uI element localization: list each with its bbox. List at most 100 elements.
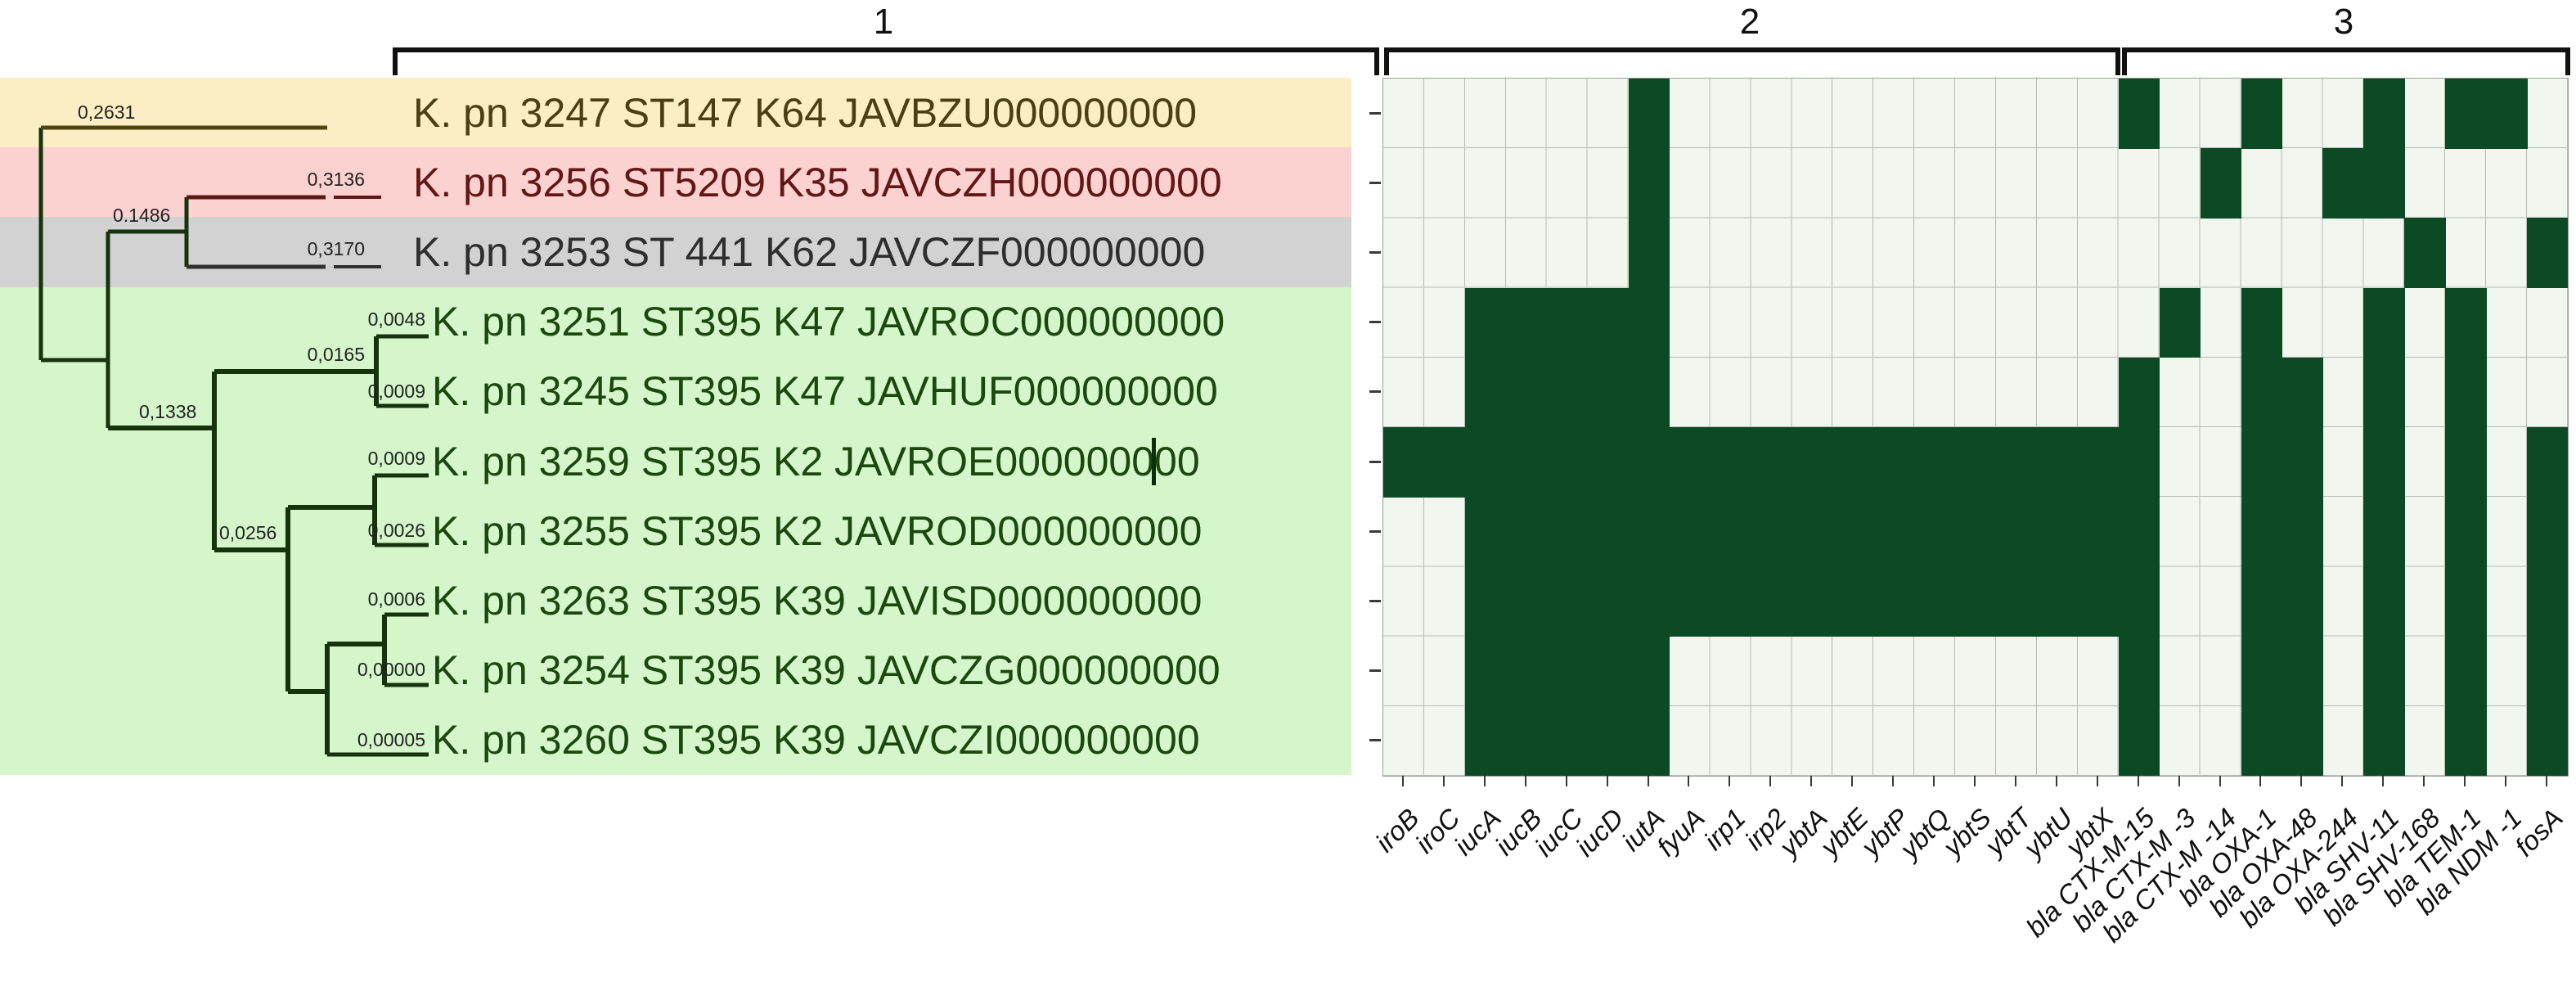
row-tick [1369, 739, 1381, 742]
heatmap-cell [1710, 497, 1751, 567]
branch-length-label: 0,3170 [307, 238, 365, 259]
column-tick [2300, 776, 2303, 786]
heatmap-cell [1587, 705, 1630, 777]
heatmap-cell [1464, 705, 1507, 777]
column-tick [2505, 776, 2507, 786]
strain-row-band [0, 565, 1351, 637]
heatmap-cell [2445, 566, 2487, 637]
heatmap-cell [1464, 636, 1507, 707]
heatmap-cell [1710, 427, 1751, 498]
heatmap-cell [1832, 566, 1874, 637]
heatmap-cell [2241, 705, 2282, 777]
heatmap-cell [2118, 705, 2160, 777]
heatmap-cell [1914, 566, 1956, 637]
heatmap-cell [2527, 636, 2569, 707]
heatmap-cell [2282, 566, 2323, 637]
heatmap-cell [1546, 636, 1589, 707]
row-tick [1369, 111, 1381, 115]
bracket-label: 1 [873, 2, 894, 42]
heatmap-cell [2241, 566, 2282, 637]
column-tick [2014, 776, 2016, 786]
column-tick [1483, 776, 1486, 786]
branch-length-label: 0,00000 [357, 659, 425, 680]
strain-row-band [0, 147, 1351, 218]
heatmap-cell [1628, 79, 1670, 149]
heatmap-cell [1792, 566, 1833, 637]
heatmap-cell [2363, 566, 2405, 637]
heatmap-cell [2404, 218, 2446, 289]
heatmap-cell [1669, 427, 1711, 498]
heatmap-cell [2077, 566, 2120, 637]
heatmap-cell [2241, 79, 2282, 149]
row-tick [1369, 529, 1381, 533]
heatmap-cell [1464, 287, 1507, 358]
heatmap-cell [1505, 287, 1548, 358]
column-tick [1647, 776, 1649, 786]
heatmap-cell [2363, 79, 2405, 149]
branch-length-label: 0,0048 [367, 309, 425, 330]
heatmap-cell [2282, 636, 2323, 707]
heatmap-cell [1423, 427, 1466, 498]
row-tick [1369, 181, 1381, 184]
heatmap-cell [1628, 357, 1670, 428]
row-tick [1369, 251, 1381, 254]
heatmap-cell [1995, 427, 2038, 498]
column-tick [2382, 776, 2385, 786]
heatmap-cell [2527, 427, 2569, 498]
column-tick [1524, 776, 1526, 786]
branch-length-label: 0,0165 [307, 344, 365, 365]
heatmap-cell [1505, 636, 1548, 707]
heatmap-cell [2363, 636, 2405, 707]
column-tick [2259, 776, 2262, 786]
text-cursor-artifact [1152, 437, 1156, 485]
column-tick [2178, 776, 2180, 786]
bracket-bar [1384, 47, 2115, 52]
heatmap-cell [2118, 636, 2160, 707]
column-tick [2423, 776, 2425, 786]
heatmap-cell [1955, 566, 1997, 637]
strain-row-band [0, 78, 1351, 148]
heatmap-cell [2077, 497, 2120, 567]
strain-label: K. pn 3255 ST395 K2 JAVROD000000000 [432, 507, 1203, 554]
heatmap-cell [2363, 427, 2405, 498]
heatmap-cell [1710, 566, 1751, 637]
bracket-label: 3 [2333, 2, 2354, 42]
heatmap-cell [1628, 148, 1670, 218]
heatmap-cell [1587, 497, 1630, 567]
heatmap-cell [2118, 79, 2160, 149]
heatmap-cell [1464, 357, 1507, 428]
column-tick [2546, 776, 2547, 786]
heatmap-cell [1464, 427, 1507, 498]
column-tick [2137, 776, 2139, 786]
heatmap-cell [2118, 566, 2160, 637]
bracket-end-tick [1374, 47, 1379, 75]
branch-length-label: 0,0009 [367, 381, 425, 402]
strain-label: K. pn 3253 ST 441 K62 JAVCZF000000000 [413, 229, 1206, 275]
heatmap-cell [2241, 427, 2282, 498]
heatmap-cell [1587, 287, 1630, 358]
heatmap-cell [2241, 357, 2282, 428]
bracket-end-tick [2122, 47, 2127, 75]
bracket-end-tick [2115, 47, 2120, 75]
heatmap-cell [2282, 357, 2323, 428]
strain-row-band [0, 635, 1351, 706]
branch-length-label: 0,00005 [357, 729, 425, 750]
column-tick [2219, 776, 2221, 786]
column-tick [1401, 776, 1404, 786]
heatmap-cell [1505, 705, 1548, 777]
branch-length-label: 0,2631 [78, 101, 136, 123]
heatmap-cell [2445, 357, 2487, 428]
heatmap-cell [1751, 566, 1792, 637]
bracket-end-tick [2565, 47, 2570, 75]
column-tick [2464, 776, 2466, 786]
strain-row-band [0, 496, 1351, 566]
heatmap-cell [1505, 357, 1548, 428]
heatmap-cell [1873, 427, 1915, 498]
column-tick [1442, 776, 1445, 786]
heatmap-cell [2363, 497, 2405, 567]
heatmap-cell [1669, 566, 1711, 637]
branch-length-label: 0,0256 [219, 522, 277, 543]
heatmap-cell [2527, 497, 2569, 567]
bracket-bar [393, 47, 1374, 52]
column-tick [1892, 776, 1895, 786]
